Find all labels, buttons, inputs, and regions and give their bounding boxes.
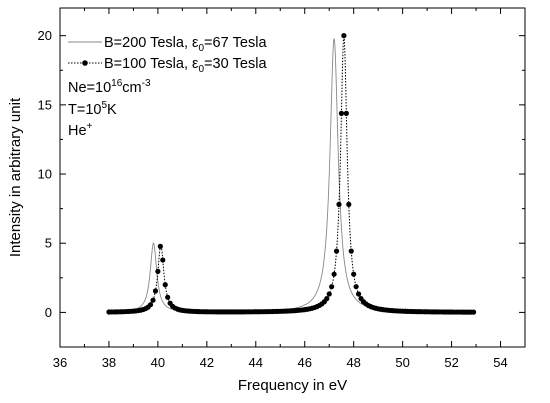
annotation-part: He bbox=[68, 123, 87, 139]
data-point bbox=[152, 288, 159, 294]
data-point bbox=[165, 294, 171, 300]
y-tick-label: 15 bbox=[38, 97, 52, 112]
x-tick-label: 50 bbox=[395, 355, 409, 370]
annotation-part: cm bbox=[122, 80, 141, 96]
annotation-part: Ne=10 bbox=[68, 80, 111, 96]
legend-entry-0: B=200 Tesla, ε0=67 Tesla bbox=[104, 35, 267, 54]
annotation-2: He+ bbox=[68, 121, 93, 139]
data-point bbox=[160, 257, 166, 263]
data-point bbox=[336, 201, 342, 207]
annotations: Ne=1016cm-3 T=105K He+ bbox=[68, 78, 151, 139]
legend-swatch-marker bbox=[82, 60, 88, 66]
annotation-part: 5 bbox=[101, 100, 107, 111]
y-tick-label: 20 bbox=[38, 28, 52, 43]
x-tick-label: 48 bbox=[346, 355, 360, 370]
data-point bbox=[326, 291, 332, 297]
data-point bbox=[351, 271, 357, 277]
plot-area bbox=[106, 33, 477, 315]
data-point bbox=[157, 243, 163, 249]
data-point bbox=[324, 296, 330, 302]
data-point bbox=[348, 248, 354, 254]
plot-frame bbox=[59, 7, 526, 348]
x-axis-label: Frequency in eV bbox=[238, 377, 347, 394]
data-point bbox=[329, 284, 335, 290]
series-1 bbox=[106, 33, 477, 315]
data-point bbox=[343, 110, 349, 116]
data-point bbox=[353, 284, 359, 290]
legend-entry-1-part: B=100 Tesla, ε bbox=[104, 56, 199, 72]
legend-entry-1-part: =30 Tesla bbox=[204, 56, 267, 72]
annotation-0: Ne=1016cm-3 bbox=[68, 78, 151, 96]
data-point bbox=[338, 110, 345, 116]
data-point bbox=[355, 291, 362, 297]
x-tick-label: 40 bbox=[151, 355, 165, 370]
data-point bbox=[346, 201, 352, 207]
x-tick-label: 44 bbox=[249, 355, 263, 370]
data-point bbox=[333, 248, 340, 254]
data-point bbox=[147, 302, 154, 308]
x-tick-label: 54 bbox=[493, 355, 507, 370]
data-point bbox=[341, 33, 347, 39]
y-axis-label: Intensity in arbitrary unit bbox=[7, 97, 24, 257]
annotation-part: T=10 bbox=[68, 102, 101, 118]
annotation-part: K bbox=[107, 102, 117, 118]
legend-entry-1-part: 0 bbox=[198, 64, 204, 75]
legend-entry-0-part: 0 bbox=[198, 43, 204, 54]
legend-entry-1: B=100 Tesla, ε0=30 Tesla bbox=[104, 56, 267, 75]
annotation-part: 16 bbox=[111, 78, 123, 89]
y-tick-label: 5 bbox=[45, 236, 52, 251]
legend-entry-0-part: =67 Tesla bbox=[204, 35, 267, 51]
data-point bbox=[150, 297, 156, 303]
data-point bbox=[331, 271, 337, 277]
y-tick-label: 10 bbox=[38, 167, 52, 182]
legend-entry-0-part: B=200 Tesla, ε bbox=[104, 35, 199, 51]
x-tick-label: 42 bbox=[200, 355, 214, 370]
y-tick-label: 0 bbox=[45, 305, 52, 320]
data-point bbox=[162, 282, 168, 288]
annotation-part: + bbox=[87, 121, 93, 132]
x-tick-label: 38 bbox=[102, 355, 116, 370]
x-tick-label: 52 bbox=[444, 355, 458, 370]
annotation-1: T=105K bbox=[68, 100, 117, 118]
data-point bbox=[471, 309, 477, 315]
x-tick-label: 46 bbox=[298, 355, 312, 370]
data-point bbox=[155, 268, 161, 274]
x-tick-label: 36 bbox=[53, 355, 67, 370]
annotation-part: -3 bbox=[142, 78, 151, 89]
